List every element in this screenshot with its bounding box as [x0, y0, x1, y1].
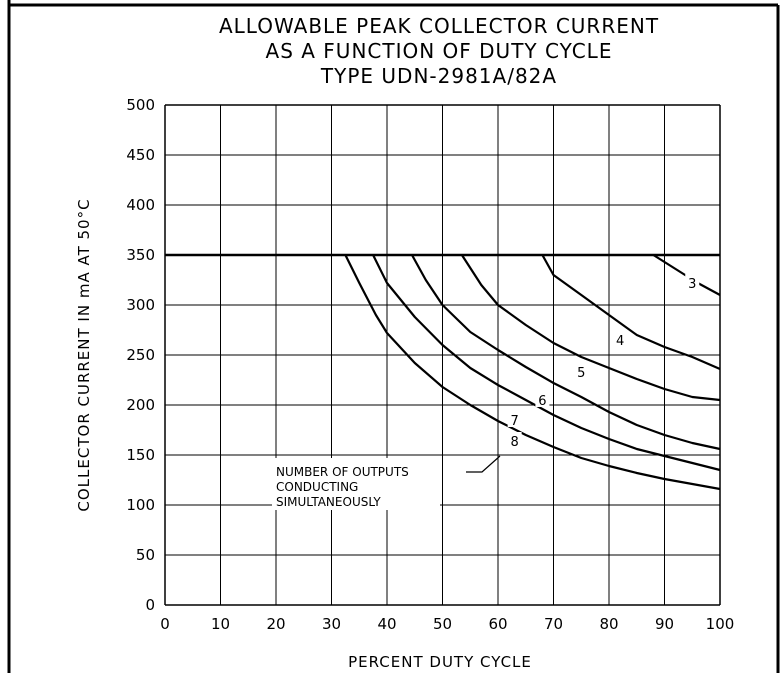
- curve-4-outputs: [541, 254, 721, 371]
- x-tick-label: 100: [706, 615, 735, 633]
- annotation-line-1: NUMBER OF OUTPUTS: [276, 465, 409, 479]
- y-tick-label: 100: [126, 496, 155, 514]
- x-tick-label: 60: [488, 615, 507, 633]
- curve-label-3: 3: [688, 277, 696, 292]
- curve-label-background: [685, 274, 700, 290]
- curve-7-outputs: [372, 254, 721, 472]
- curve-label-background: [613, 331, 628, 347]
- x-tick-label: 50: [433, 615, 452, 633]
- curve-label-4: 4: [616, 334, 624, 349]
- chart-title-line-1: ALLOWABLE PEAK COLLECTOR CURRENT: [219, 14, 659, 38]
- curve-label-6: 6: [538, 394, 546, 409]
- annotation-leader-line: [466, 455, 501, 473]
- curve-labels: 3 4 5 6 7 8: [507, 274, 700, 450]
- chart-title-line-3: TYPE UDN-2981A/82A: [320, 64, 557, 88]
- x-tick-label: 80: [599, 615, 618, 633]
- y-tick-label: 350: [126, 246, 155, 264]
- curve-label-background: [507, 411, 522, 427]
- x-tick-label: 0: [160, 615, 170, 633]
- y-axis-label: COLLECTOR CURRENT IN mA AT 50°C: [75, 198, 93, 511]
- y-tick-label: 150: [126, 446, 155, 464]
- y-tick-label: 400: [126, 196, 155, 214]
- y-tick-label: 450: [126, 146, 155, 164]
- y-tick-label: 300: [126, 296, 155, 314]
- curve-label-7: 7: [511, 414, 519, 429]
- curve-label-8: 8: [511, 435, 519, 450]
- y-tick-label: 250: [126, 346, 155, 364]
- curve-6-outputs: [411, 254, 721, 451]
- curve-label-background: [535, 391, 550, 407]
- annotation-line-2: CONDUCTING: [276, 480, 358, 494]
- tick-labels: 0 10 20 30 40 50 60 70 80 90 100 0 50 100 150 200 250 300…: [126, 96, 734, 633]
- chart-title-line-2: AS A FUNCTION OF DUTY CYCLE: [266, 39, 613, 63]
- x-tick-label: 40: [377, 615, 396, 633]
- curve-8-outputs: [344, 254, 721, 491]
- curve-label-5: 5: [577, 366, 585, 381]
- x-axis-label: PERCENT DUTY CYCLE: [348, 653, 532, 671]
- curve-label-background: [574, 363, 589, 379]
- x-tick-label: 30: [322, 615, 341, 633]
- x-tick-label: 70: [544, 615, 563, 633]
- annotation-line-3: SIMULTANEOUSLY: [276, 495, 381, 509]
- y-tick-label: 500: [126, 96, 155, 114]
- annotation-background: [272, 458, 440, 510]
- y-tick-label: 50: [136, 546, 155, 564]
- curve-5-outputs: [460, 254, 721, 402]
- y-tick-label: 200: [126, 396, 155, 414]
- x-tick-label: 10: [211, 615, 230, 633]
- x-tick-label: 20: [266, 615, 285, 633]
- curves: [344, 254, 721, 491]
- grid: [164, 104, 721, 606]
- page-border: [7, 0, 780, 673]
- y-tick-label: 0: [145, 596, 155, 614]
- x-tick-label: 90: [655, 615, 674, 633]
- curve-label-background: [507, 432, 522, 448]
